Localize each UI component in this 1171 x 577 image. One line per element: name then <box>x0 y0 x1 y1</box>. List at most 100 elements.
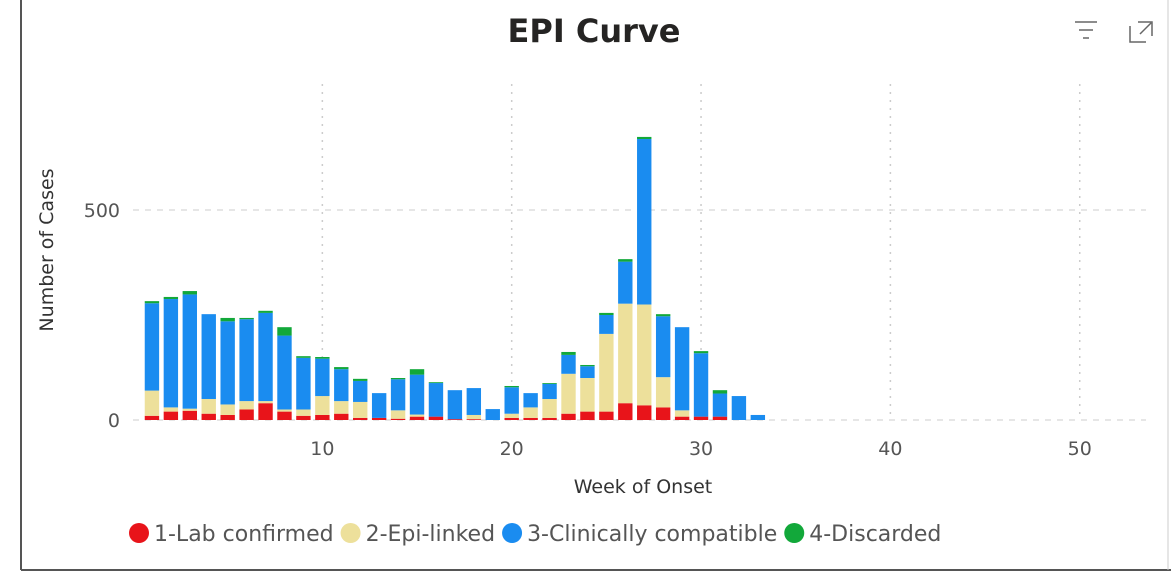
bar-segment <box>504 417 519 420</box>
bar-segment <box>409 369 425 375</box>
bar-segment <box>712 393 728 417</box>
bar-segment <box>390 410 406 419</box>
bar-segment <box>655 314 671 317</box>
bar-segment <box>674 410 690 417</box>
legend-label: 2-Epi-linked <box>366 522 495 547</box>
bar-segment <box>693 351 709 354</box>
legend-label: 4-Discarded <box>809 522 941 547</box>
bar-segment <box>277 335 292 410</box>
bar-segment <box>144 390 160 416</box>
bar-segment <box>637 139 652 305</box>
bar-segment <box>542 399 557 418</box>
x-tick-label: 10 <box>310 438 334 460</box>
bar-segment <box>315 396 330 415</box>
bar-segment <box>220 321 235 405</box>
bar-segment <box>655 377 671 408</box>
bar-segment <box>561 413 576 420</box>
bar-segment <box>750 414 766 420</box>
bar-segment <box>353 401 368 418</box>
legend-label: 3-Clinically compatible <box>527 522 777 547</box>
bar-segment <box>618 403 633 420</box>
bar-segment <box>277 411 292 420</box>
bar-segment <box>201 399 216 414</box>
bar-segment <box>334 401 349 414</box>
bar-segment <box>334 367 349 370</box>
bar-segment <box>163 296 179 300</box>
bar-segment <box>409 374 425 415</box>
bar-segment <box>599 315 614 334</box>
bar-segment <box>618 303 633 404</box>
bar-segment <box>353 417 368 420</box>
bar-segment <box>637 304 652 406</box>
bar-segment <box>447 419 463 420</box>
legend-marker <box>129 523 149 543</box>
focus-icon[interactable] <box>1129 21 1153 43</box>
y-tick-label: 500 <box>84 200 120 222</box>
bar-segment <box>523 393 538 408</box>
bar-segment <box>182 410 197 420</box>
bar-segment <box>163 407 179 412</box>
bar-segment <box>353 380 368 402</box>
bar-segment <box>599 333 614 412</box>
bar-segment <box>239 317 254 320</box>
bar-segment <box>144 303 160 391</box>
bar-segment <box>144 301 160 304</box>
filter-icon[interactable] <box>1075 21 1097 39</box>
bar-segment <box>447 390 463 420</box>
bar-segment <box>353 378 368 381</box>
bar-segment <box>542 383 557 384</box>
bar-segment <box>277 409 292 412</box>
x-tick-label: 50 <box>1068 438 1092 460</box>
bar-segment <box>504 413 519 418</box>
bar-segment <box>428 382 444 384</box>
bar-segment <box>409 416 425 420</box>
bar-segment <box>580 411 595 420</box>
bar-segment <box>315 357 330 359</box>
bar-segment <box>542 383 557 399</box>
bar-segment <box>523 417 538 420</box>
bar-segment <box>409 414 425 417</box>
bar-segment <box>599 312 614 315</box>
bar-segment <box>182 294 197 409</box>
bar-segment <box>580 364 595 367</box>
bar-segment <box>542 417 557 420</box>
bar-segment <box>201 413 216 420</box>
bar-segment <box>561 354 576 374</box>
bar-segment <box>637 136 652 140</box>
bar-segment <box>220 404 235 415</box>
bar-segment <box>466 388 482 415</box>
bar-segment <box>674 327 690 411</box>
legend-marker <box>784 523 805 543</box>
legend-label: 1-Lab confirmed <box>154 522 334 547</box>
bar-segment <box>712 390 728 394</box>
bar-segment <box>277 327 292 336</box>
bar-segment <box>580 378 595 412</box>
bar-segment <box>220 414 235 420</box>
bar-segment <box>712 416 728 420</box>
bar-segment <box>315 414 330 420</box>
bar-segment <box>637 405 652 420</box>
bar-segment <box>163 411 179 420</box>
x-tick-label: 30 <box>689 438 713 460</box>
bar-segment <box>163 299 179 408</box>
bar-segment <box>258 403 273 420</box>
bar-segment <box>390 379 406 411</box>
bar-segment <box>731 396 747 420</box>
bar-segment <box>296 356 311 358</box>
bar-segment <box>239 409 254 420</box>
bar-segment <box>523 407 538 418</box>
bar-segment <box>618 259 633 262</box>
bar-segment <box>390 418 406 420</box>
bar-segment <box>182 408 197 411</box>
bar-segment <box>239 319 254 402</box>
bar-segment <box>334 413 349 420</box>
bar-segment <box>296 409 311 416</box>
bar-segment <box>201 314 216 399</box>
bar-segment <box>504 387 519 414</box>
bar-segment <box>239 401 254 410</box>
chart-title: EPI Curve <box>508 12 681 50</box>
x-tick-label: 40 <box>878 438 902 460</box>
bar-segment <box>371 417 387 420</box>
